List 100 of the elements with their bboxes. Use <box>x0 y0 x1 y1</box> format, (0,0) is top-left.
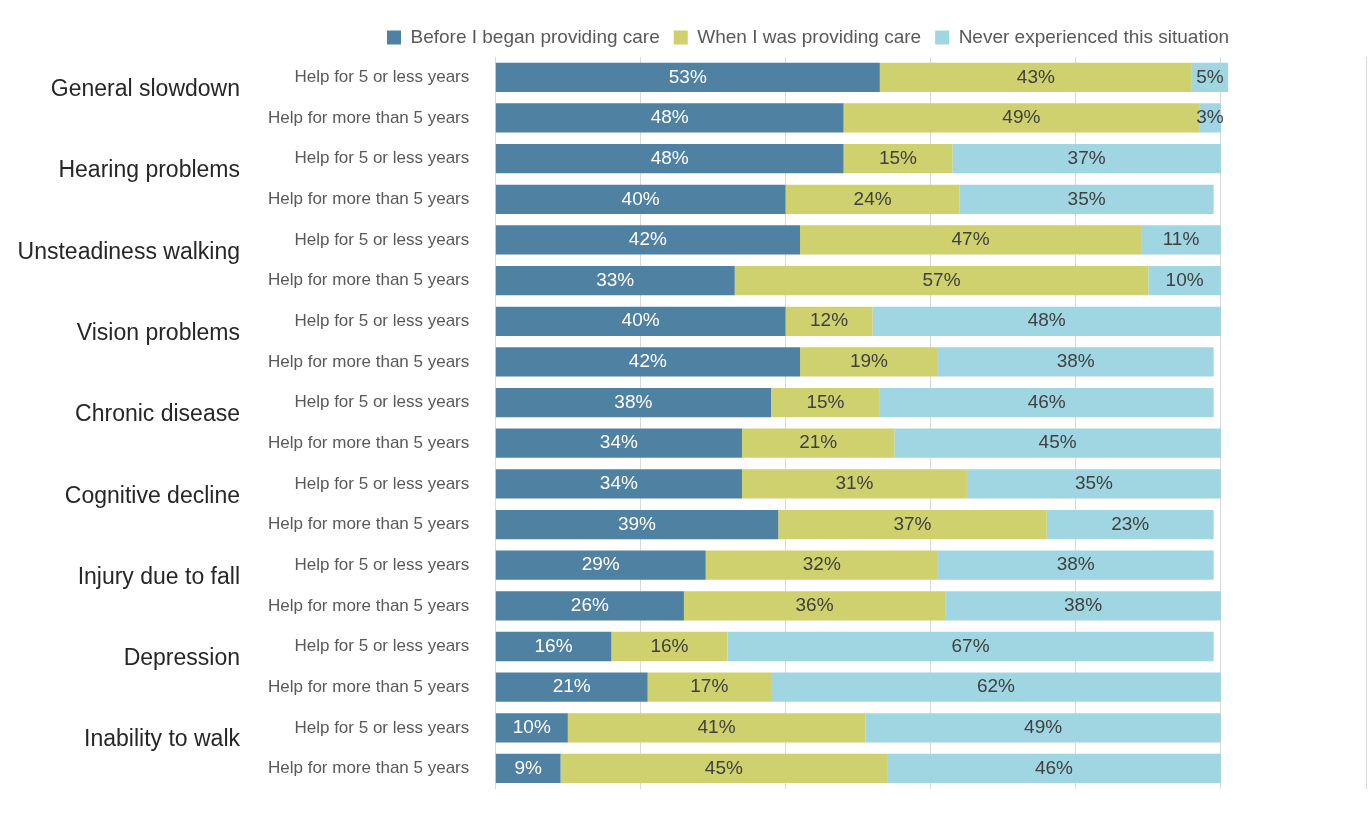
data-label: 37% <box>1067 146 1106 168</box>
y-tick-label: Help for 5 or less years <box>294 229 470 249</box>
bar <box>495 591 684 621</box>
bar <box>945 591 1221 621</box>
data-label: 29% <box>581 553 620 575</box>
y-tick-label: Help for more than 5 years <box>268 758 470 778</box>
legend-label: Before I began providing care <box>410 25 660 47</box>
bar <box>495 631 612 662</box>
data-label: 39% <box>617 512 657 534</box>
bar <box>872 306 1221 336</box>
data-label: 38% <box>1056 553 1095 575</box>
bar <box>495 265 735 296</box>
y-tick-label: Help for 5 or less years <box>294 636 470 656</box>
data-label: 46% <box>1027 390 1066 412</box>
bar <box>865 713 1221 743</box>
bar <box>495 225 801 255</box>
legend-label: Never experienced this situation <box>958 25 1230 47</box>
data-label: 15% <box>806 390 845 412</box>
bar <box>771 387 880 418</box>
bar <box>567 713 866 743</box>
legend-label: When I was providing care <box>697 25 922 47</box>
data-label: 47% <box>951 228 990 250</box>
data-label: 45% <box>1038 431 1077 453</box>
bar <box>937 347 1214 377</box>
data-label: 24% <box>853 187 892 209</box>
data-label: 35% <box>1074 472 1114 494</box>
data-label: 67% <box>951 634 990 656</box>
data-label: 46% <box>1034 756 1074 778</box>
data-label: 10% <box>1165 268 1204 290</box>
bar <box>800 347 938 377</box>
data-label: 23% <box>1111 512 1150 534</box>
bar <box>734 265 1149 296</box>
bar <box>683 591 946 621</box>
bar <box>741 428 895 458</box>
data-label: 38% <box>1063 594 1103 616</box>
y-tick-label: Help for 5 or less years <box>294 717 470 737</box>
data-label: 45% <box>704 756 743 778</box>
text: Chronic disease <box>75 400 240 427</box>
y-tick-label: Help for more than 5 years <box>268 432 470 452</box>
data-label: 42% <box>628 350 668 372</box>
data-label: 48% <box>650 146 689 168</box>
bar <box>495 184 786 214</box>
y-tick-label: Help for more than 5 years <box>268 676 470 696</box>
data-label: 16% <box>534 634 573 656</box>
text: Depression <box>123 644 240 671</box>
data-label: 21% <box>552 675 591 697</box>
text: Injury due to fall <box>77 562 240 589</box>
data-label: 12% <box>810 309 849 331</box>
text: Inability to walk <box>84 725 241 752</box>
data-label: 32% <box>802 553 841 575</box>
data-label: 15% <box>878 146 918 168</box>
bar <box>495 103 844 133</box>
bar <box>937 550 1214 580</box>
bar <box>495 672 648 702</box>
data-label: 48% <box>1027 309 1066 331</box>
y-tick-label: Help for 5 or less years <box>294 310 470 330</box>
y-tick-label: Help for more than 5 years <box>268 270 470 290</box>
data-label: 11% <box>1162 228 1200 250</box>
bar <box>611 631 728 662</box>
data-label: 36% <box>795 594 834 616</box>
bar <box>495 306 786 336</box>
data-label: 41% <box>697 716 736 738</box>
bar <box>495 550 706 580</box>
y-tick-label: Help for more than 5 years <box>268 514 470 534</box>
bar <box>800 225 1142 255</box>
bar <box>1141 225 1221 255</box>
bar <box>887 753 1221 784</box>
y-tick-label: Help for more than 5 years <box>268 107 470 127</box>
bar <box>741 469 967 499</box>
data-label: 9% <box>514 756 542 778</box>
data-label: 10% <box>512 716 551 738</box>
data-label: 19% <box>849 350 889 372</box>
text: General slowdown <box>50 75 240 101</box>
data-label: 34% <box>599 431 638 453</box>
data-label: 53% <box>668 65 707 87</box>
text: Hearing problems <box>58 156 240 183</box>
data-label: 33% <box>596 268 635 290</box>
bar <box>959 184 1214 214</box>
data-label: 21% <box>799 431 838 453</box>
bar <box>894 428 1221 458</box>
data-label: 16% <box>650 634 689 656</box>
bar <box>778 509 1047 540</box>
data-label: 49% <box>1024 716 1063 738</box>
data-label: 17% <box>690 675 729 697</box>
y-tick-label: Help for more than 5 years <box>268 595 470 615</box>
bar <box>495 144 844 174</box>
bar <box>495 469 742 499</box>
data-label: 57% <box>922 268 961 290</box>
y-tick-label: Help for 5 or less years <box>294 392 470 412</box>
bar <box>966 469 1221 499</box>
bar <box>727 631 1214 662</box>
text: Cognitive decline <box>64 481 240 508</box>
bar <box>785 184 960 214</box>
data-label: 31% <box>835 472 874 494</box>
data-label: 62% <box>976 675 1016 697</box>
text: Vision problems <box>76 318 240 345</box>
y-tick-label: Help for 5 or less years <box>294 67 470 87</box>
bar <box>952 144 1221 174</box>
data-label: 40% <box>621 187 660 209</box>
bar <box>560 753 888 784</box>
